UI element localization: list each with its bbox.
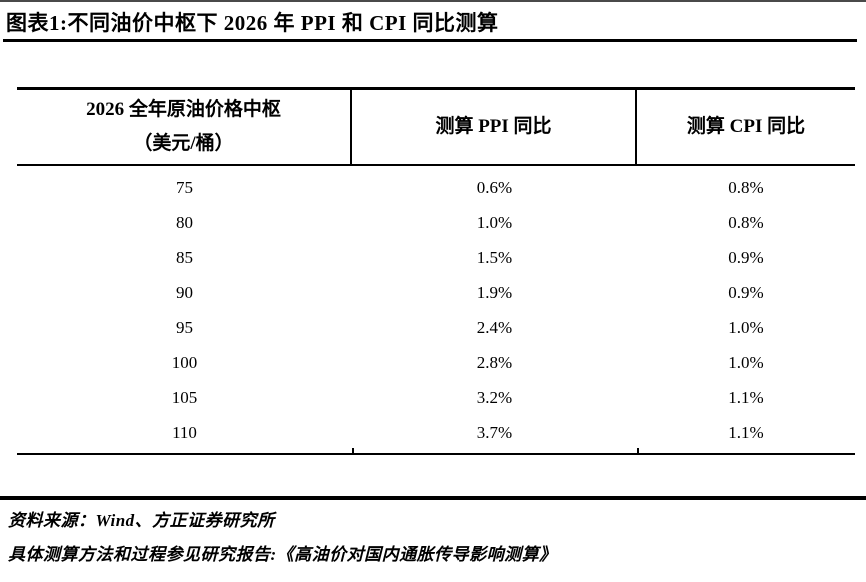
- ppi-cell: 1.9%: [476, 282, 513, 302]
- column-divider-tick: [352, 448, 354, 455]
- table-row: 100 2.8% 1.0%: [17, 345, 855, 380]
- header-ppi: 测算 PPI 同比: [352, 90, 637, 164]
- cpi-cell: 0.9%: [728, 282, 764, 302]
- title-divider: [3, 39, 857, 42]
- table-body: 75 0.6% 0.8% 80 1.0% 0.8% 85 1.5% 0.9% 9…: [17, 166, 855, 455]
- data-source-note: 资料来源：Wind、方正证券研究所: [8, 511, 275, 530]
- price-cell: 75: [176, 177, 193, 197]
- figure-title: 图表1:不同油价中枢下 2026 年 PPI 和 CPI 同比测算: [6, 11, 499, 35]
- price-cell: 80: [176, 212, 193, 232]
- methodology-note: 具体测算方法和过程参见研究报告:《高油价对国内通胀传导影响测算》: [8, 545, 557, 564]
- cpi-cell: 1.0%: [728, 352, 764, 372]
- ppi-cell: 1.5%: [476, 247, 513, 267]
- header-ppi-label: 测算 PPI 同比: [435, 116, 552, 137]
- ppi-cell: 2.8%: [476, 352, 513, 372]
- cpi-cell: 1.1%: [728, 422, 764, 442]
- price-cell: 85: [176, 247, 193, 267]
- price-cell: 90: [176, 282, 193, 302]
- ppi-cell: 3.7%: [476, 422, 513, 442]
- price-cell: 105: [171, 387, 198, 407]
- ppi-cell: 2.4%: [476, 317, 513, 337]
- cpi-cell: 1.0%: [728, 317, 764, 337]
- ppi-cell: 1.0%: [476, 212, 513, 232]
- top-divider: [0, 0, 866, 2]
- table-row: 85 1.5% 0.9%: [17, 240, 855, 275]
- price-cell: 100: [171, 352, 198, 372]
- cpi-cell: 0.8%: [728, 212, 764, 232]
- oil-price-inflation-table: 2026 全年原油价格中枢 （美元/桶） 测算 PPI 同比 测算 CPI 同比…: [17, 87, 855, 455]
- table-row: 90 1.9% 0.9%: [17, 275, 855, 310]
- price-cell: 110: [172, 422, 197, 442]
- table-header-row: 2026 全年原油价格中枢 （美元/桶） 测算 PPI 同比 测算 CPI 同比: [17, 87, 855, 166]
- ppi-cell: 0.6%: [476, 177, 513, 197]
- price-cell: 95: [176, 317, 193, 337]
- cpi-cell: 1.1%: [728, 387, 764, 407]
- table-row: 80 1.0% 0.8%: [17, 205, 855, 240]
- table-row: 105 3.2% 1.1%: [17, 380, 855, 415]
- header-cpi: 测算 CPI 同比: [637, 90, 855, 164]
- footer-divider: [0, 496, 866, 500]
- column-divider-tick: [637, 448, 639, 455]
- header-cpi-label: 测算 CPI 同比: [686, 116, 806, 137]
- ppi-cell: 3.2%: [476, 387, 513, 407]
- cpi-cell: 0.8%: [728, 177, 764, 197]
- header-oil-price-line2: （美元/桶）: [133, 133, 234, 154]
- table-row: 95 2.4% 1.0%: [17, 310, 855, 345]
- cpi-cell: 0.9%: [728, 247, 764, 267]
- table-row: 110 3.7% 1.1%: [17, 415, 855, 450]
- header-oil-price-line1: 2026 全年原油价格中枢: [86, 99, 281, 120]
- header-oil-price: 2026 全年原油价格中枢 （美元/桶）: [17, 90, 352, 164]
- table-row: 75 0.6% 0.8%: [17, 170, 855, 205]
